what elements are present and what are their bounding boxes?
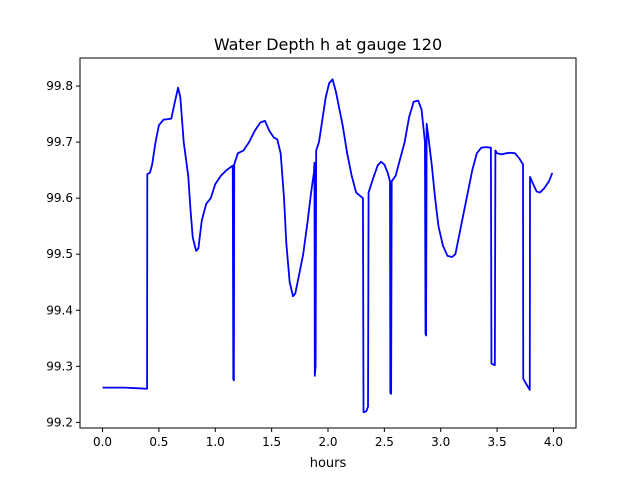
y-tick-label: 99.6 [46, 191, 73, 205]
x-tick-label: 1.5 [262, 435, 281, 449]
x-tick-label: 4.0 [544, 435, 563, 449]
axes-frame [79, 57, 577, 429]
series-line [102, 78, 554, 414]
x-axis-ticks: 0.0 0.5 1.0 1.5 2.0 2.5 3.0 3.5 4.0 [93, 428, 563, 449]
y-tick-label: 99.7 [46, 135, 73, 149]
y-tick-label: 99.3 [46, 359, 73, 373]
y-axis-ticks: 99.2 99.3 99.4 99.5 99.6 99.7 99.8 [46, 79, 80, 429]
y-tick-label: 99.8 [46, 79, 73, 93]
x-axis-label: hours [310, 456, 347, 471]
x-tick-label: 3.5 [488, 435, 507, 449]
x-tick-label: 0.0 [93, 435, 112, 449]
chart-title: Water Depth h at gauge 120 [214, 35, 442, 54]
x-tick-label: 1.0 [206, 435, 225, 449]
x-tick-label: 3.0 [431, 435, 450, 449]
y-tick-label: 99.4 [46, 303, 73, 317]
y-tick-label: 99.5 [46, 247, 73, 261]
plot-area [102, 78, 554, 414]
x-tick-label: 2.5 [375, 435, 394, 449]
y-tick-label: 99.2 [46, 415, 73, 429]
x-tick-label: 2.0 [318, 435, 337, 449]
x-tick-label: 0.5 [149, 435, 168, 449]
